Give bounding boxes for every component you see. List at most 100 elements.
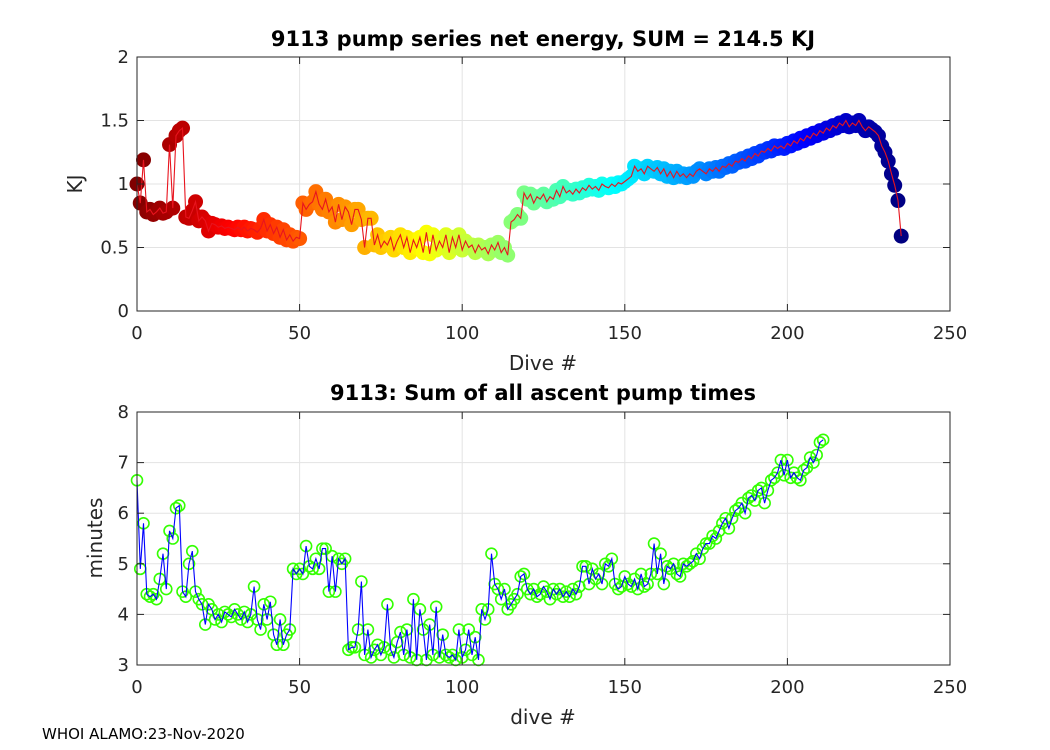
- pump-time-point: [374, 648, 388, 662]
- pump-time-point: [758, 496, 771, 510]
- energy-xtick-label: 100: [445, 323, 479, 344]
- pump-time-point: [816, 433, 830, 447]
- pump-time-point: [813, 436, 827, 449]
- pump-time-point: [605, 552, 619, 566]
- pump-time-point: [631, 582, 645, 596]
- pump-time-point: [452, 623, 466, 636]
- pump-time-point: [400, 623, 414, 636]
- energy-chart: 9113 pump series net energy, SUM = 214.5…: [63, 27, 967, 375]
- pump-time-ytick-label: 3: [118, 655, 129, 676]
- pump-time-point: [436, 628, 449, 641]
- pump-time-point: [270, 638, 284, 652]
- pump-time-point: [644, 567, 658, 581]
- pump-time-xtick-label: 250: [933, 677, 967, 698]
- pump-time-point: [738, 506, 752, 520]
- energy-chart-ticks: 0 50 100 150 200 250 0 0.5 1 1.5 2: [100, 47, 967, 344]
- pump-time-point: [439, 648, 453, 662]
- pump-time-point: [514, 570, 528, 583]
- pump-time-xtick-label: 100: [445, 677, 479, 698]
- pump-time-point: [725, 511, 739, 525]
- pump-time-chart-ylabel: minutes: [83, 498, 107, 579]
- pump-time-point: [299, 539, 313, 553]
- energy-xtick-label: 50: [288, 323, 311, 344]
- pump-time-point: [198, 618, 212, 631]
- pump-time-chart-axes-box: [136, 411, 951, 666]
- pump-time-xtick-label: 150: [608, 677, 642, 698]
- pump-time-series-line: [136, 439, 824, 662]
- pump-time-point: [563, 590, 576, 603]
- pump-time-point: [316, 542, 329, 555]
- pump-time-point: [462, 623, 476, 636]
- pump-time-point: [498, 582, 511, 596]
- pump-time-point: [517, 567, 531, 581]
- pump-time-point: [511, 587, 524, 601]
- pump-time-point: [273, 613, 287, 626]
- pump-time-point: [195, 597, 209, 611]
- energy-chart-title: 9113 pump series net energy, SUM = 214.5…: [271, 27, 815, 51]
- pump-time-xtick-label: 200: [770, 677, 804, 698]
- pump-time-point: [179, 590, 193, 603]
- energy-chart-ylabel: KJ: [63, 174, 87, 193]
- pump-time-chart-series: [130, 433, 830, 667]
- energy-chart-xlabel: Dive #: [509, 351, 577, 375]
- pump-time-point: [683, 557, 697, 571]
- pump-time-point: [530, 590, 544, 603]
- pump-time-chart: 9113: Sum of all ascent pump times 0 50 10…: [83, 381, 967, 729]
- pump-time-point: [166, 532, 180, 545]
- pump-time-point: [611, 582, 625, 596]
- pump-time-point: [774, 453, 788, 467]
- pump-time-point: [254, 623, 267, 636]
- pump-time-point: [797, 463, 810, 477]
- pump-time-point: [312, 562, 326, 576]
- footer-stamp: WHOI ALAMO:23-Nov-2020: [42, 725, 245, 743]
- energy-series-line: [136, 119, 902, 256]
- pump-time-point: [764, 474, 778, 487]
- pump-time-point: [751, 484, 765, 497]
- pump-time-point: [247, 580, 261, 593]
- pump-time-plot-area: [137, 412, 950, 665]
- energy-xtick-label: 0: [131, 323, 142, 344]
- pump-time-point: [533, 587, 547, 601]
- pump-time-point: [595, 577, 609, 591]
- pump-time-point: [553, 582, 567, 596]
- pump-time-point: [348, 640, 362, 654]
- pump-time-point: [296, 567, 310, 581]
- energy-ytick-label: 0.5: [100, 238, 129, 259]
- pump-time-point: [397, 648, 410, 662]
- pump-time-point: [810, 448, 823, 462]
- pump-time-ytick-label: 4: [118, 604, 129, 625]
- pump-time-point: [361, 623, 375, 636]
- pump-time-point: [699, 537, 713, 550]
- energy-ytick-label: 1: [118, 174, 129, 195]
- pump-time-point: [781, 453, 794, 467]
- pump-time-point: [394, 625, 407, 639]
- pump-time-point: [686, 554, 700, 568]
- pump-time-xtick-label: 50: [288, 677, 311, 698]
- energy-point: [165, 200, 181, 216]
- pump-time-point: [647, 537, 661, 550]
- pump-time-point: [345, 640, 358, 654]
- pump-time-xtick-label: 0: [131, 677, 142, 698]
- pump-time-point: [579, 560, 593, 573]
- pump-time-point: [673, 570, 687, 583]
- energy-xtick-label: 250: [933, 323, 967, 344]
- pump-time-point: [634, 567, 648, 581]
- pump-time-chart-ticks: 0 50 100 150 200 250 3 4 5 6 7 8: [118, 402, 968, 698]
- energy-ytick-label: 1.5: [100, 111, 129, 132]
- pump-time-point: [670, 567, 684, 581]
- energy-xtick-label: 200: [770, 323, 804, 344]
- pump-time-chart-xlabel: dive #: [510, 705, 576, 729]
- pump-time-ytick-label: 5: [118, 554, 129, 575]
- pump-time-point: [602, 560, 615, 573]
- energy-ytick-label: 0: [118, 301, 129, 322]
- pump-time-ytick-label: 7: [118, 453, 129, 474]
- energy-ytick-label: 2: [118, 47, 129, 68]
- pump-time-point: [150, 592, 163, 606]
- pump-time-point: [755, 481, 768, 495]
- pump-time-chart-title: 9113: Sum of all ascent pump times: [330, 381, 756, 405]
- pump-time-point: [807, 456, 820, 469]
- energy-xtick-label: 150: [608, 323, 642, 344]
- pump-time-point: [169, 501, 183, 515]
- pump-time-point: [709, 532, 723, 545]
